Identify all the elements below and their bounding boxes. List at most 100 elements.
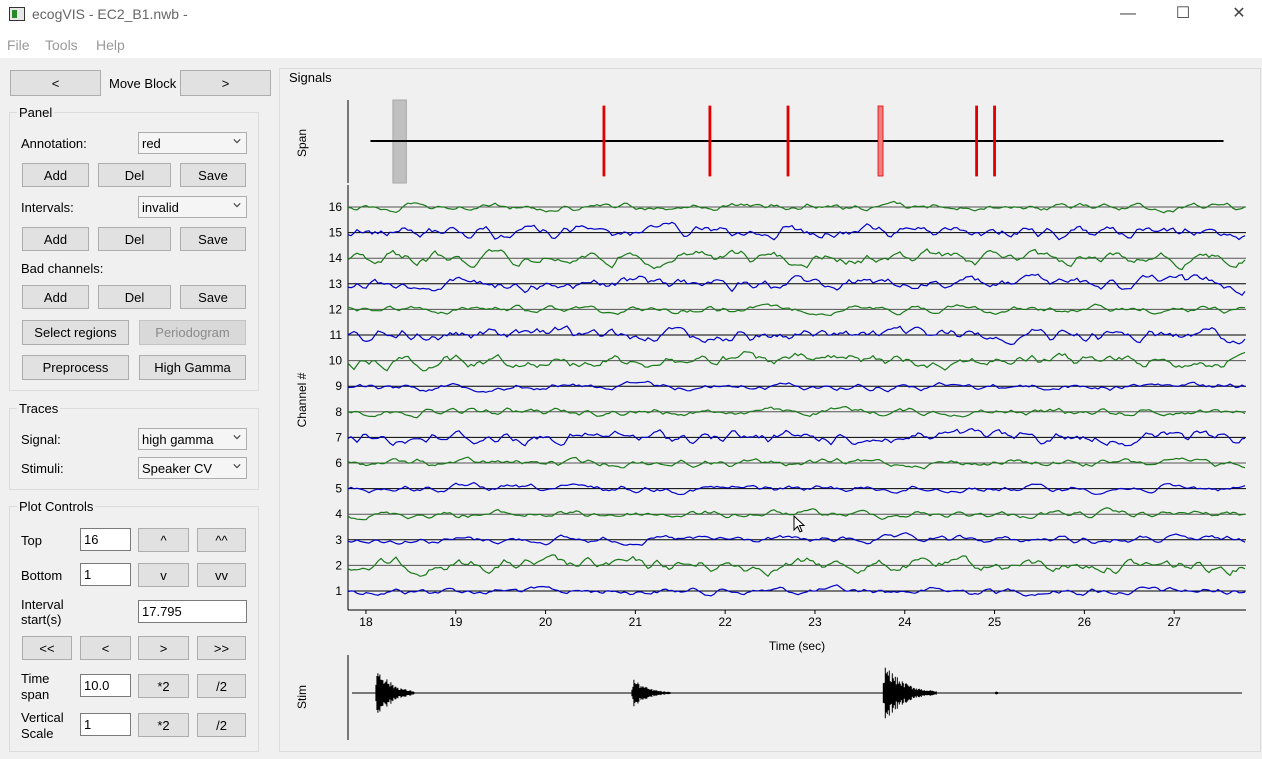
chevron-down-icon bbox=[233, 203, 241, 208]
annotation-save-button[interactable]: Save bbox=[180, 163, 246, 187]
bad-channels-label: Bad channels: bbox=[21, 261, 104, 276]
channel-trace bbox=[347, 350, 1246, 372]
channel-trace bbox=[347, 248, 1246, 271]
chevron-down-icon bbox=[233, 464, 241, 469]
span-label: Span bbox=[295, 129, 309, 157]
span-plot: Span bbox=[295, 99, 1224, 184]
preprocess-button[interactable]: Preprocess bbox=[22, 355, 129, 380]
step-back-button[interactable]: < bbox=[80, 636, 131, 660]
menu-file[interactable]: File bbox=[7, 37, 30, 53]
channel-tick-label: 6 bbox=[335, 456, 342, 470]
timespan-label-line2: span bbox=[21, 687, 50, 702]
x-tick-label: 25 bbox=[988, 615, 1002, 629]
periodogram-button[interactable]: Periodogram bbox=[139, 320, 246, 345]
vertical-scale-input[interactable]: 1 bbox=[80, 713, 131, 736]
channel-trace bbox=[347, 507, 1246, 521]
step-forward-button[interactable]: > bbox=[138, 636, 189, 660]
stim-burst bbox=[995, 691, 999, 695]
signals-group bbox=[279, 68, 1261, 752]
signal-select[interactable]: high gamma bbox=[138, 428, 247, 450]
channel-down-page-button[interactable]: vv bbox=[197, 563, 246, 587]
signals-group-title: Signals bbox=[287, 70, 334, 85]
channel-tick-label: 3 bbox=[335, 533, 342, 547]
bad-channels-del-button[interactable]: Del bbox=[98, 285, 171, 309]
traces-group bbox=[9, 408, 259, 490]
fast-back-button[interactable]: << bbox=[22, 636, 72, 660]
minimize-button[interactable]: — bbox=[1120, 5, 1136, 22]
stimuli-select[interactable]: Speaker CV bbox=[138, 457, 247, 479]
x-tick-label: 21 bbox=[629, 615, 643, 629]
x-tick-label: 18 bbox=[359, 615, 373, 629]
panel-group-title: Panel bbox=[17, 105, 55, 120]
select-regions-button[interactable]: Select regions bbox=[22, 320, 129, 345]
channel-tick-label: 16 bbox=[329, 200, 343, 214]
annotation-mark bbox=[708, 105, 712, 177]
channel-trace bbox=[347, 584, 1246, 597]
move-block-label: Move Block bbox=[109, 76, 177, 91]
signal-select-value: high gamma bbox=[142, 432, 214, 447]
intervals-select-value: invalid bbox=[142, 200, 179, 215]
menu-tools[interactable]: Tools bbox=[45, 37, 78, 53]
timespan-double-button[interactable]: *2 bbox=[138, 674, 189, 698]
menu-help[interactable]: Help bbox=[96, 37, 125, 53]
intervals-add-button[interactable]: Add bbox=[22, 227, 89, 251]
vscale-label-line2: Scale bbox=[21, 726, 54, 741]
intervals-del-button[interactable]: Del bbox=[98, 227, 171, 251]
annotation-del-button[interactable]: Del bbox=[98, 163, 171, 187]
stim-burst bbox=[375, 673, 415, 713]
intervals-save-button[interactable]: Save bbox=[180, 227, 246, 251]
maximize-button[interactable]: ☐ bbox=[1175, 5, 1191, 22]
channel-trace bbox=[347, 303, 1246, 317]
timespan-half-button[interactable]: /2 bbox=[197, 674, 246, 698]
interval-label-line2: start(s) bbox=[21, 612, 62, 627]
channel-tick-label: 1 bbox=[335, 584, 342, 598]
channel-tick-label: 14 bbox=[329, 251, 343, 265]
annotation-label: Annotation: bbox=[21, 136, 87, 151]
plot-controls-title: Plot Controls bbox=[17, 499, 96, 514]
bad-channels-save-button[interactable]: Save bbox=[180, 285, 246, 309]
channel-up-page-button[interactable]: ^^ bbox=[197, 528, 246, 552]
channel-tick-label: 11 bbox=[330, 328, 343, 342]
chevron-down-icon bbox=[233, 139, 241, 144]
channel-trace bbox=[347, 273, 1246, 296]
fast-forward-button[interactable]: >> bbox=[197, 636, 246, 660]
cursor-icon bbox=[793, 515, 806, 533]
channel-tick-label: 12 bbox=[329, 302, 343, 316]
interval-start-input[interactable]: 17.795 bbox=[138, 600, 247, 623]
high-gamma-button[interactable]: High Gamma bbox=[139, 355, 246, 380]
top-channel-input[interactable]: 16 bbox=[80, 528, 131, 551]
x-tick-label: 19 bbox=[449, 615, 463, 629]
annotation-add-button[interactable]: Add bbox=[22, 163, 89, 187]
timespan-label-line1: Time bbox=[21, 671, 50, 686]
x-tick-label: 22 bbox=[718, 615, 732, 629]
annotation-select[interactable]: red bbox=[138, 132, 247, 154]
channel-trace bbox=[347, 554, 1246, 578]
intervals-select[interactable]: invalid bbox=[138, 196, 247, 218]
x-tick-label: 20 bbox=[539, 615, 553, 629]
channel-tick-label: 8 bbox=[335, 405, 342, 419]
vscale-double-button[interactable]: *2 bbox=[138, 713, 189, 737]
interval-label-line1: Interval bbox=[21, 597, 64, 612]
timespan-input[interactable]: 10.0 bbox=[80, 674, 131, 697]
stimuli-label: Stimuli: bbox=[21, 461, 64, 476]
channel-up-button[interactable]: ^ bbox=[138, 528, 189, 552]
bottom-channel-input[interactable]: 1 bbox=[80, 563, 131, 586]
x-tick-label: 26 bbox=[1078, 615, 1092, 629]
channel-down-button[interactable]: v bbox=[138, 563, 189, 587]
stimuli-select-value: Speaker CV bbox=[142, 461, 213, 476]
vscale-half-button[interactable]: /2 bbox=[197, 713, 246, 737]
next-block-button[interactable]: > bbox=[180, 70, 271, 96]
stim-burst bbox=[882, 667, 937, 719]
prev-block-button[interactable]: < bbox=[10, 70, 101, 96]
bad-channels-add-button[interactable]: Add bbox=[22, 285, 89, 309]
close-button[interactable]: ✕ bbox=[1232, 5, 1246, 22]
channel-tick-label: 10 bbox=[329, 354, 343, 368]
traces-group-title: Traces bbox=[17, 401, 61, 416]
channel-trace bbox=[347, 481, 1246, 496]
stim-plot: Stim bbox=[295, 655, 1242, 740]
annotation-mark bbox=[602, 105, 606, 177]
bottom-label: Bottom bbox=[21, 568, 63, 583]
channel-trace bbox=[347, 405, 1246, 419]
annotation-mark bbox=[786, 105, 790, 177]
